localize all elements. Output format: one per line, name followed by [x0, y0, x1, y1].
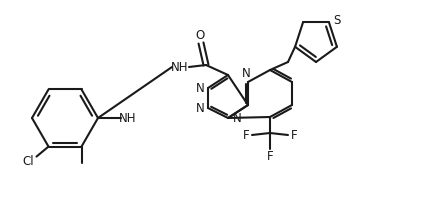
- Text: F: F: [291, 128, 297, 141]
- Text: F: F: [267, 150, 273, 163]
- Text: S: S: [333, 14, 341, 27]
- Text: N: N: [242, 66, 250, 79]
- Text: O: O: [196, 29, 204, 42]
- Text: N: N: [233, 112, 242, 125]
- Text: NH: NH: [119, 112, 137, 125]
- Text: N: N: [196, 101, 204, 114]
- Text: N: N: [196, 81, 204, 95]
- Text: Cl: Cl: [23, 155, 35, 168]
- Text: F: F: [243, 128, 249, 141]
- Text: NH: NH: [171, 61, 189, 73]
